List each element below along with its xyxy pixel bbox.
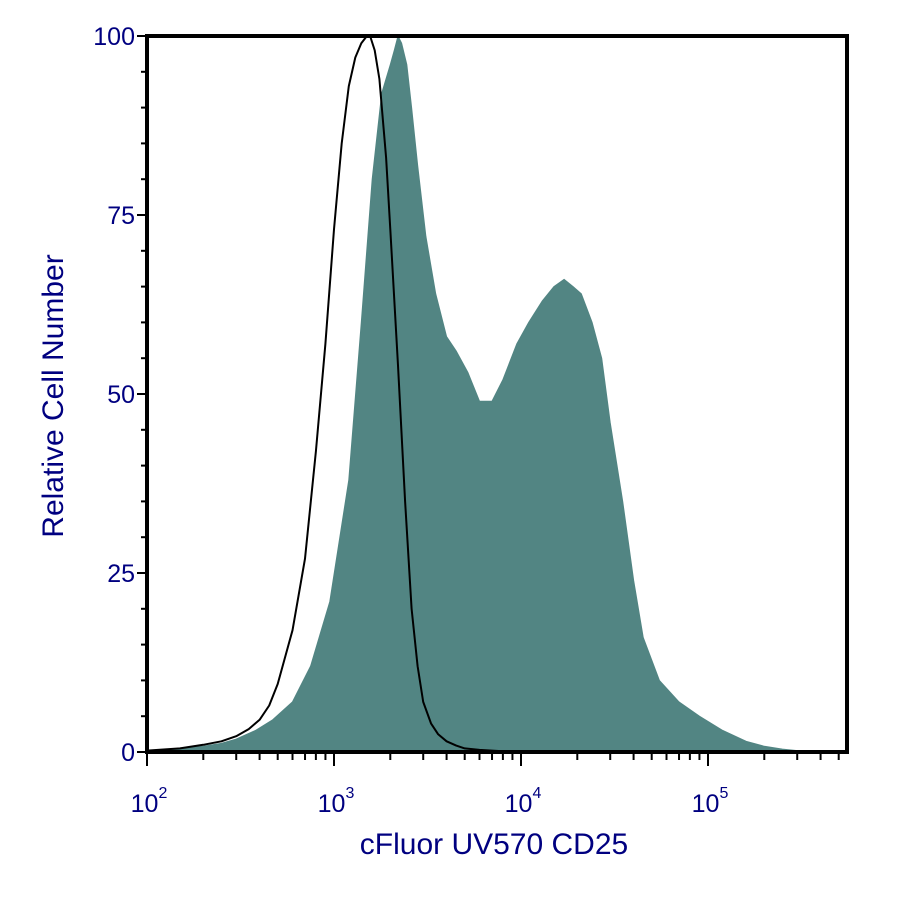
- y-tick-label: 75: [107, 202, 135, 230]
- plot-content: [146, 34, 839, 753]
- y-tick-label: 100: [93, 23, 135, 51]
- x-axis: 102 103 104 105: [131, 752, 840, 818]
- x-tick-label: 105: [692, 785, 729, 818]
- y-tick-label: 0: [121, 739, 135, 767]
- x-tick-label: 102: [131, 785, 168, 818]
- series-0-area: [146, 34, 839, 753]
- y-tick-label: 50: [107, 381, 135, 409]
- y-axis-title: Relative Cell Number: [37, 254, 70, 537]
- y-axis: 0 25 50 75 100: [93, 23, 147, 767]
- x-axis-title: cFluor UV570 CD25: [360, 828, 628, 861]
- x-tick-label: 103: [318, 785, 355, 818]
- x-tick-label: 104: [505, 785, 542, 818]
- y-tick-label: 25: [107, 560, 135, 588]
